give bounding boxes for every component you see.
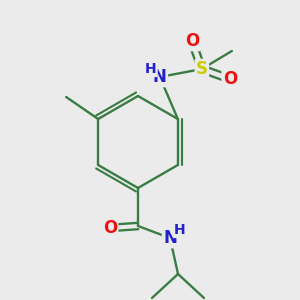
Text: O: O xyxy=(185,32,199,50)
Text: N: N xyxy=(153,68,167,86)
Text: N: N xyxy=(163,229,177,247)
Text: O: O xyxy=(103,219,117,237)
Text: H: H xyxy=(145,62,157,76)
Text: H: H xyxy=(174,223,186,237)
Text: S: S xyxy=(196,60,208,78)
Text: O: O xyxy=(223,70,237,88)
